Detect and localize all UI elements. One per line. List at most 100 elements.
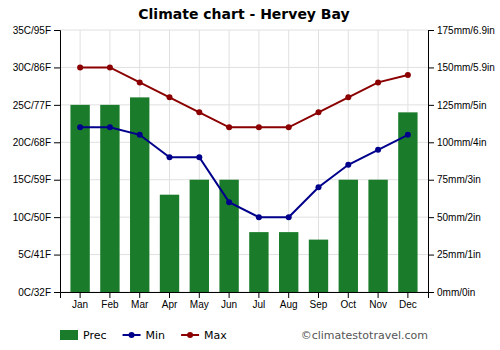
tick-label: Nov bbox=[369, 299, 387, 310]
grid-line bbox=[60, 30, 428, 31]
marker bbox=[226, 124, 232, 130]
legend-label: Min bbox=[146, 329, 166, 342]
tick-label: 75mm/3in bbox=[437, 174, 481, 185]
tick-label: 125mm/5in bbox=[437, 100, 486, 111]
tick: 35C/95F bbox=[13, 25, 60, 36]
legend-swatch bbox=[60, 330, 78, 340]
grid-line bbox=[60, 67, 428, 68]
tick-label: Sep bbox=[310, 299, 328, 310]
legend-marker bbox=[187, 332, 193, 338]
tick-label: 20C/68F bbox=[13, 137, 51, 148]
axis-line bbox=[429, 31, 435, 293]
tick-label: 0mm/0in bbox=[437, 287, 475, 298]
tick: 0C/32F bbox=[18, 287, 60, 298]
tick-mark bbox=[54, 142, 60, 143]
marker bbox=[345, 94, 351, 100]
marker bbox=[375, 147, 381, 153]
title: Climate chart - Hervey Bay bbox=[138, 6, 349, 22]
tick: 125mm/5in bbox=[428, 100, 486, 111]
marker bbox=[315, 109, 321, 115]
tick: 25C/77F bbox=[13, 100, 60, 111]
tick-mark bbox=[428, 255, 434, 256]
tick: 5C/41F bbox=[18, 249, 60, 260]
tick: Jan bbox=[72, 292, 88, 310]
tick-mark bbox=[428, 30, 434, 31]
tick: Mar bbox=[131, 292, 149, 310]
tick-mark bbox=[258, 292, 259, 298]
marker bbox=[286, 214, 292, 220]
axis-line bbox=[54, 31, 61, 293]
tick-label: 100mm/4in bbox=[437, 137, 486, 148]
tick-mark bbox=[139, 292, 140, 298]
bar bbox=[249, 232, 268, 292]
bar bbox=[368, 180, 387, 292]
marker bbox=[405, 132, 411, 138]
tick-mark bbox=[428, 105, 434, 106]
marks bbox=[70, 64, 417, 292]
bar bbox=[219, 180, 238, 292]
tick: Jul bbox=[253, 292, 266, 310]
legend-label: Max bbox=[204, 329, 227, 342]
tick: 100mm/4in bbox=[428, 137, 486, 148]
tick: Sep bbox=[310, 292, 328, 310]
y2-axis: 0mm/0in25mm/1in50mm/2in75mm/3in100mm/4in… bbox=[428, 25, 495, 298]
marker bbox=[137, 79, 143, 85]
plot: JanFebMarAprMayJunJulAugSepOctNovDec0C/3… bbox=[13, 25, 495, 310]
tick-mark bbox=[54, 217, 60, 218]
bar bbox=[309, 240, 328, 292]
tick-label: Dec bbox=[399, 299, 417, 310]
tick-mark bbox=[109, 292, 110, 298]
tick: 15C/59F bbox=[13, 174, 60, 185]
tick: Oct bbox=[341, 292, 357, 310]
marker bbox=[315, 184, 321, 190]
tick-label: Jun bbox=[221, 299, 237, 310]
tick-mark bbox=[407, 292, 408, 298]
tick: 150mm/5.9in bbox=[428, 62, 495, 73]
line-series bbox=[77, 124, 411, 220]
tick-label: 0C/32F bbox=[18, 287, 51, 298]
marker bbox=[196, 109, 202, 115]
tick: May bbox=[190, 292, 209, 310]
tick-label: Jan bbox=[72, 299, 88, 310]
marker bbox=[256, 124, 262, 130]
tick-label: Oct bbox=[341, 299, 357, 310]
tick-label: 5C/41F bbox=[18, 249, 51, 260]
tick-mark bbox=[318, 292, 319, 298]
tick-label: 50mm/2in bbox=[437, 212, 481, 223]
axis-line bbox=[61, 293, 429, 299]
line bbox=[80, 127, 408, 217]
tick: Dec bbox=[399, 292, 417, 310]
legend-label: Prec bbox=[83, 329, 107, 342]
marker bbox=[256, 214, 262, 220]
grid bbox=[60, 30, 428, 292]
annotation: ©climatestotravel.com bbox=[301, 329, 428, 342]
tick: Aug bbox=[280, 292, 298, 310]
tick-label: 150mm/5.9in bbox=[437, 62, 495, 73]
tick: 10C/50F bbox=[13, 212, 60, 223]
marker bbox=[137, 132, 143, 138]
marker bbox=[286, 124, 292, 130]
tick: 50mm/2in bbox=[428, 212, 481, 223]
tick-mark bbox=[378, 292, 379, 298]
legend-item: Prec bbox=[60, 329, 107, 342]
marker bbox=[77, 64, 83, 70]
tick-label: 25C/77F bbox=[13, 100, 51, 111]
tick-label: Jul bbox=[253, 299, 266, 310]
bar bbox=[130, 97, 149, 292]
tick-label: 15C/59F bbox=[13, 174, 51, 185]
tick: 175mm/6.9in bbox=[428, 25, 495, 36]
marker bbox=[107, 124, 113, 130]
tick: 20C/68F bbox=[13, 137, 60, 148]
tick-mark bbox=[199, 292, 200, 298]
tick-label: 30C/86F bbox=[13, 62, 51, 73]
marker bbox=[375, 79, 381, 85]
tick: 75mm/3in bbox=[428, 174, 481, 185]
bar bbox=[160, 195, 179, 292]
line bbox=[80, 67, 408, 127]
tick-mark bbox=[428, 67, 434, 68]
tick-label: 10C/50F bbox=[13, 212, 51, 223]
bar bbox=[100, 105, 119, 292]
y-axis: 0C/32F 5C/41F 10C/50F 15C/59F 20C/68F 25C/77F… bbox=[13, 25, 61, 298]
x-axis: JanFebMarAprMayJunJulAugSepOctNovDec bbox=[61, 292, 429, 310]
bar bbox=[70, 105, 89, 292]
